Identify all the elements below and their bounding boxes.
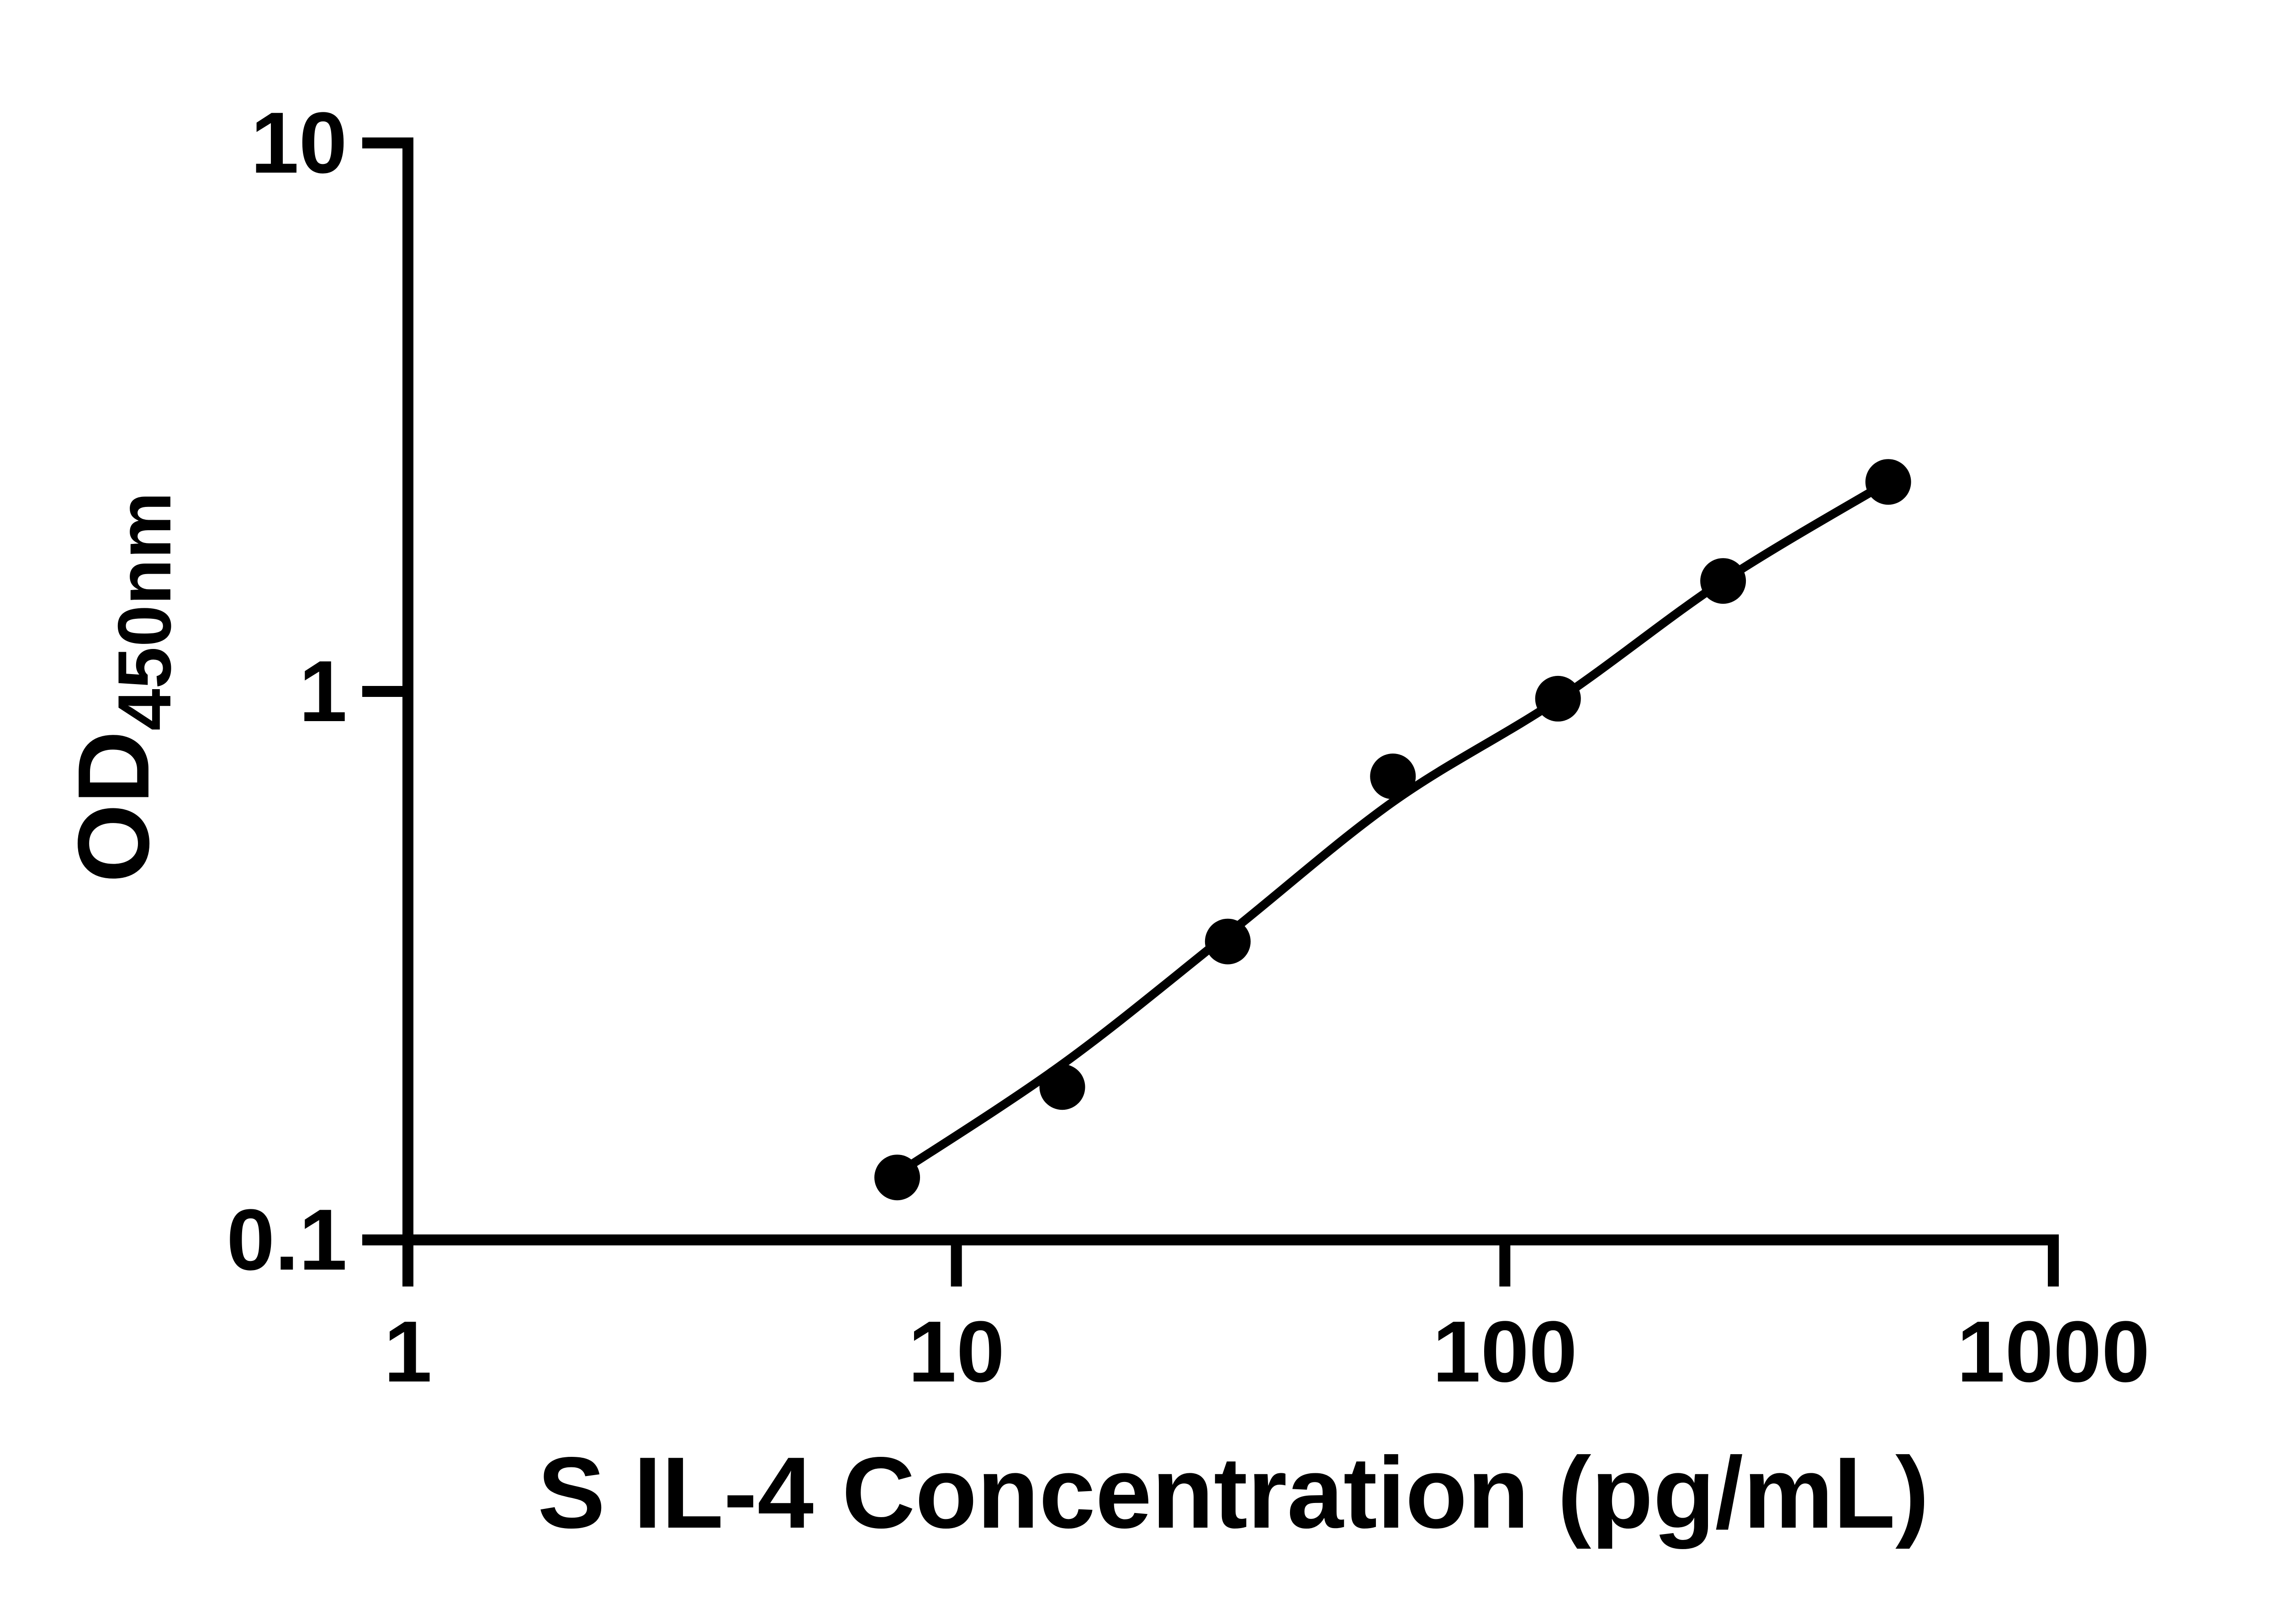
data-point	[1370, 754, 1416, 799]
data-point	[874, 1155, 920, 1201]
axes	[402, 137, 2059, 1245]
x-tick-label: 1	[384, 1303, 432, 1400]
y-tick-label: 1	[299, 643, 347, 740]
x-tick-label: 10	[908, 1303, 1005, 1400]
data-point	[1205, 918, 1251, 965]
y-axis-title-main: OD	[57, 731, 170, 883]
data-points	[874, 459, 1911, 1201]
data-point	[1535, 675, 1581, 722]
x-tick-label: 1000	[1957, 1303, 2150, 1400]
y-tick-label: 10	[251, 95, 347, 191]
x-axis-title: S IL-4 Concentration (pg/mL)	[538, 1436, 1929, 1550]
axis-tick-labels: 1 10 100 1000 10 1 0.1	[227, 95, 2150, 1400]
y-axis-title-subscript: 450nm	[102, 492, 186, 731]
y-tick-label: 0.1	[227, 1192, 347, 1288]
data-point	[1039, 1064, 1085, 1110]
data-point	[1700, 558, 1746, 604]
x-tick-label: 100	[1433, 1303, 1577, 1400]
data-point	[1865, 459, 1911, 505]
y-axis-title: OD450nm	[57, 492, 186, 883]
axis-ticks	[362, 137, 2059, 1287]
